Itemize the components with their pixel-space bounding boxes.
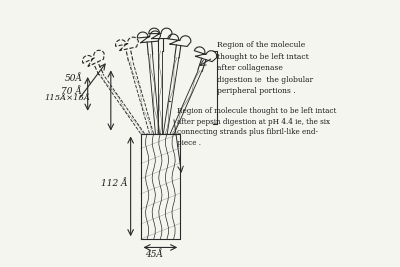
Text: 50Å: 50Å (64, 74, 82, 83)
Text: digestion ie  the globular: digestion ie the globular (216, 76, 313, 84)
Text: after collagenase: after collagenase (216, 64, 282, 72)
Text: connecting strands plus fibril-like end-: connecting strands plus fibril-like end- (177, 128, 318, 136)
Text: Region of the molecule: Region of the molecule (216, 41, 305, 49)
Text: 70 Å: 70 Å (61, 87, 82, 96)
Text: 45Å: 45Å (145, 250, 163, 259)
Text: peripheral portions .: peripheral portions . (216, 87, 295, 95)
Text: -: - (167, 96, 171, 106)
Text: piece .: piece . (177, 139, 201, 147)
Text: Region of molecule thought to be left intact: Region of molecule thought to be left in… (177, 107, 336, 115)
Text: thought to be left intact: thought to be left intact (216, 53, 308, 61)
Text: 115Å×15Å: 115Å×15Å (45, 95, 91, 103)
Text: after pepsin digestion at pH 4.4 ie, the six: after pepsin digestion at pH 4.4 ie, the… (177, 118, 330, 126)
Text: 112 Å: 112 Å (101, 179, 128, 188)
